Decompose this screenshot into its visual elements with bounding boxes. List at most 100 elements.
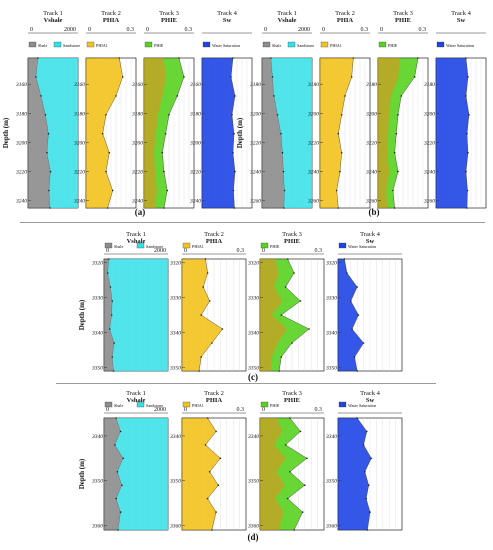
data-point [48, 189, 50, 192]
data-point [291, 342, 293, 344]
scale-min-label: 0 [30, 27, 33, 33]
legend-swatch [378, 41, 387, 48]
data-point [219, 457, 222, 460]
data-point [107, 272, 109, 274]
data-point [340, 114, 343, 116]
phie-core-area [378, 58, 400, 208]
track-title: Track 2 [204, 390, 224, 397]
scale-max-label: 0.3 [419, 27, 427, 33]
data-point [115, 417, 117, 419]
depth-tick-label: 3220 [15, 170, 27, 176]
scale-max-label: 0.3 [315, 248, 323, 254]
data-point [293, 529, 295, 531]
legend-label: PHIA1 [96, 43, 108, 48]
log-name: PHIA [206, 238, 223, 245]
data-point [163, 207, 165, 209]
data-point [114, 444, 116, 446]
data-point [232, 189, 235, 192]
data-point [346, 272, 348, 274]
data-point [392, 189, 394, 192]
data-point [200, 356, 202, 358]
depth-tick-label: 3350 [247, 479, 259, 485]
data-point [178, 57, 180, 59]
depth-tick-label: 3350 [91, 479, 103, 485]
depth-tick-label: 3340 [169, 433, 181, 440]
legend-swatch [136, 401, 145, 408]
track-title: Track 2 [101, 10, 121, 17]
data-point [208, 300, 211, 302]
panel-label: (c) [248, 372, 258, 382]
depth-tick-label: 3220 [249, 140, 261, 146]
depth-tick-label: 3340 [247, 330, 259, 337]
scale-min-label: 0 [106, 248, 109, 254]
depth-tick-label: 3200 [15, 140, 27, 146]
log-area-sw [337, 417, 372, 531]
data-point [370, 457, 373, 460]
data-point [211, 342, 213, 344]
depth-tick-label: 3200 [249, 111, 261, 117]
legend-label: PHIE [270, 244, 280, 249]
log-area-sw [435, 57, 470, 209]
data-point [413, 76, 416, 78]
data-point [111, 300, 114, 302]
depth-tick-label: 3180 [365, 82, 377, 88]
track-title: Track 1 [43, 10, 63, 17]
data-point [273, 95, 275, 97]
data-point [271, 76, 274, 78]
sandstone-area [114, 418, 168, 530]
log-name: PHIA [206, 397, 223, 404]
depth-tick-label: 3360 [247, 524, 259, 530]
sandstone-area [36, 58, 78, 208]
scale-min-label: 0 [88, 27, 91, 33]
scale-max-label: 2000 [64, 27, 76, 33]
data-point [49, 207, 51, 209]
depth-tick-label: 3220 [307, 140, 319, 146]
log-name: PHIE [395, 17, 411, 24]
depth-tick-label: 3260 [307, 199, 319, 205]
data-point [40, 95, 42, 97]
data-point [366, 430, 368, 433]
phie-core-area [260, 259, 287, 371]
data-point [234, 170, 236, 173]
depth-tick-label: 3350 [169, 366, 181, 372]
track-title: Track 4 [360, 231, 381, 238]
depth-axis-label: Depth (m) [78, 458, 86, 489]
separator-line [56, 383, 436, 384]
data-point [284, 444, 287, 446]
data-point [166, 189, 169, 192]
data-point [353, 356, 356, 358]
data-point [113, 342, 115, 344]
data-point [46, 151, 48, 154]
legend-label: Sandstone [146, 244, 163, 249]
depth-tick-label: 3360 [91, 524, 103, 530]
depth-tick-label: 3180 [131, 111, 143, 117]
data-point [335, 189, 338, 192]
data-point [397, 170, 399, 173]
depth-tick-label: 3320 [325, 261, 337, 267]
legend-label: PHIE [154, 43, 164, 48]
data-point [362, 342, 365, 344]
track-title: Track 1 [277, 10, 297, 17]
data-point [278, 370, 281, 372]
track-title: Track 2 [335, 10, 355, 17]
legend-label: Shale [272, 43, 281, 48]
depth-tick-label: 3360 [325, 524, 337, 530]
depth-tick-label: 3220 [365, 140, 377, 146]
log-area-phia [181, 417, 221, 531]
data-point [231, 114, 233, 116]
data-point [352, 57, 355, 59]
scale-max-label: 2000 [154, 407, 166, 413]
legend-swatch [53, 41, 62, 48]
depth-tick-label: 3260 [249, 199, 261, 205]
data-point [308, 328, 310, 330]
data-point [351, 328, 353, 330]
data-point [206, 497, 209, 500]
depth-tick-label: 3240 [423, 169, 435, 176]
sandstone-area [107, 259, 168, 371]
depth-tick-label: 3220 [131, 170, 143, 176]
data-point [356, 370, 359, 372]
data-point [350, 300, 352, 302]
depth-tick-label: 3200 [73, 140, 85, 146]
depth-tick-label: 3240 [307, 169, 319, 176]
separator-line [20, 222, 485, 223]
